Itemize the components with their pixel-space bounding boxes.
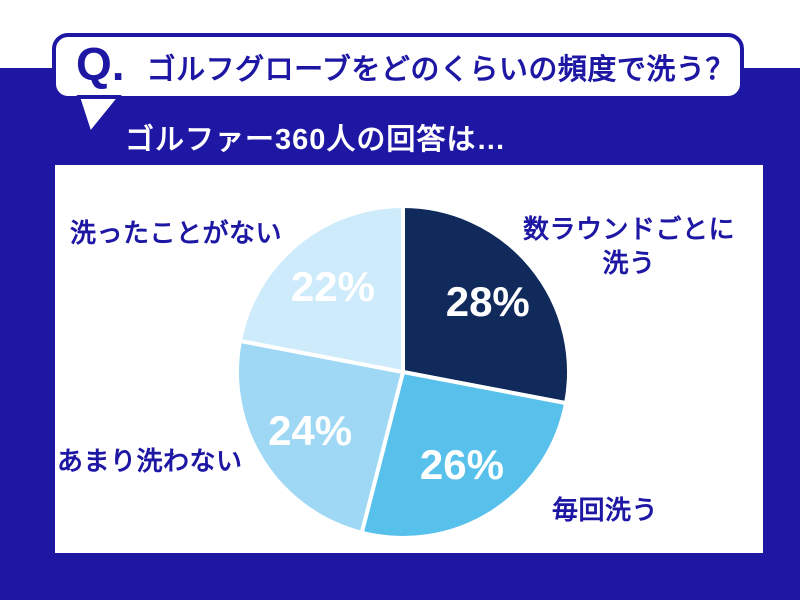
slice-label-every-few-rounds: 数ラウンドごとに 洗う: [509, 212, 749, 280]
pie-chart: 28% 26% 24% 22%: [235, 204, 571, 540]
slice-label-line: 数ラウンドごとに: [522, 214, 735, 244]
pie-slice-2: [235, 338, 405, 535]
q-prefix: Q.: [76, 37, 125, 90]
pie-slice-1: [359, 370, 569, 540]
slice-label-never-washed: 洗ったことがない: [70, 218, 283, 248]
pie-value-label: 24%: [268, 407, 352, 454]
question-title: ゴルフグローブをどのくらいの頻度で洗う？: [146, 53, 735, 86]
pie-value-label: 22%: [291, 263, 375, 310]
pie-slice-0: [401, 204, 571, 406]
question-bubble: Q. ゴルフグローブをどのくらいの頻度で洗う？: [52, 33, 744, 100]
chart-card: 28% 26% 24% 22% 洗ったことがない 数ラウンドごとに 洗う あまり洗わな…: [55, 165, 763, 553]
pie-value-label: 26%: [420, 441, 504, 488]
slice-label-rarely-wash: あまり洗わない: [57, 446, 243, 476]
speech-bubble-tail-icon: [76, 95, 122, 136]
chart-subtitle: ゴルファー360人の回答は…: [125, 124, 507, 156]
slice-label-every-time: 毎回洗う: [552, 495, 659, 525]
pie-value-label: 28%: [446, 278, 530, 325]
slice-label-line: 洗う: [602, 248, 656, 278]
pie-slice-3: [237, 204, 405, 374]
